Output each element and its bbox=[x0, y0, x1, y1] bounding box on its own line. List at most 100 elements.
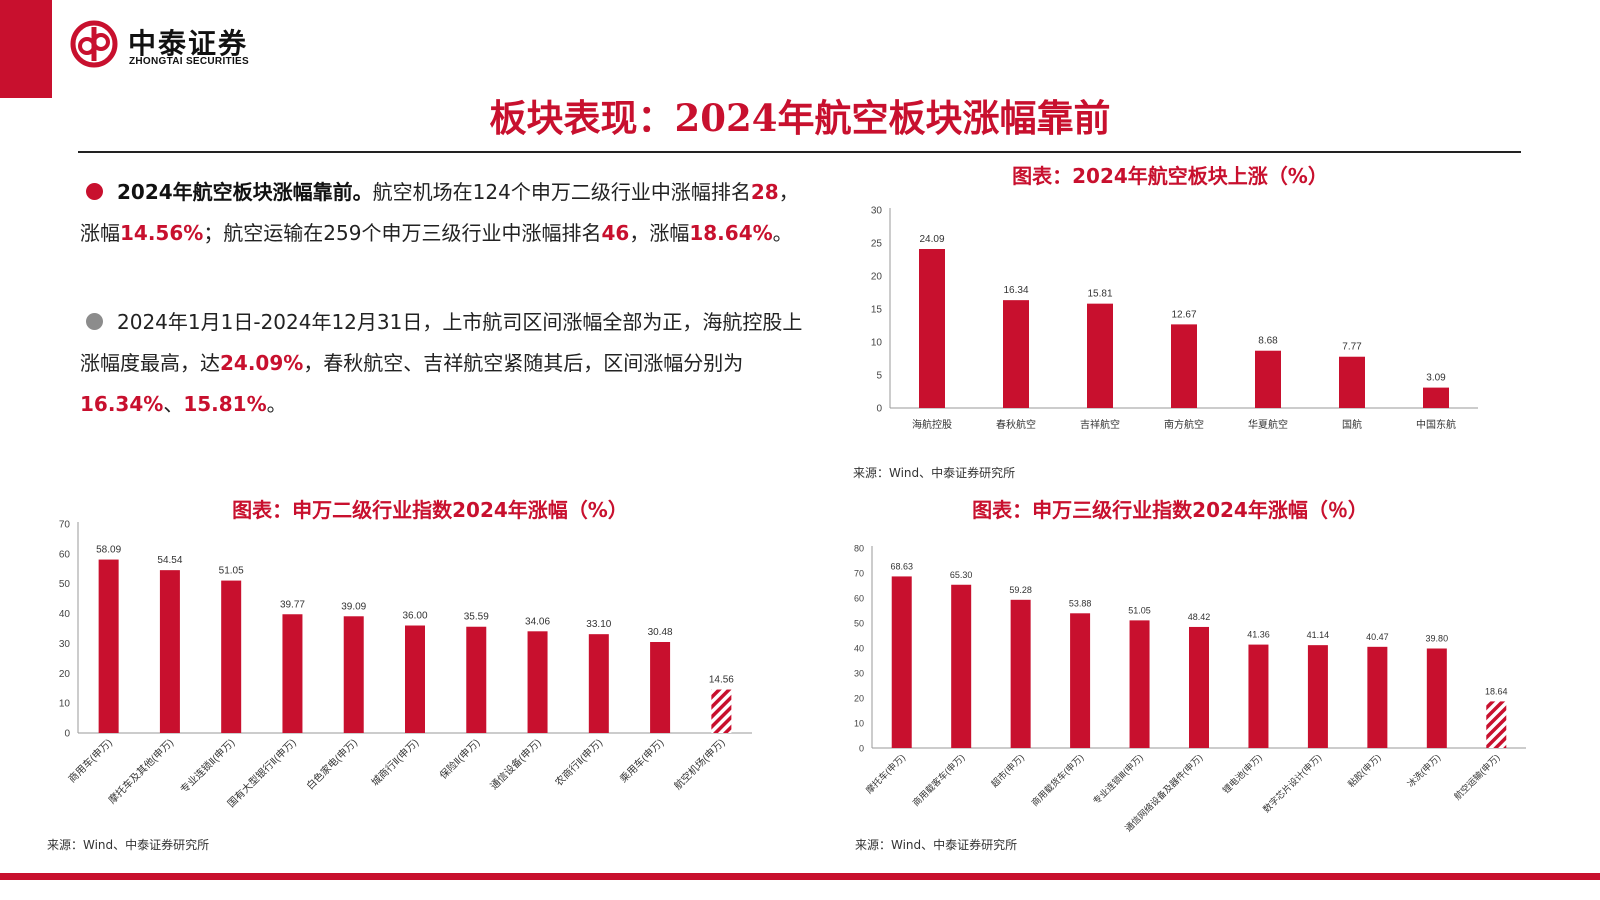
y-tick-label: 0 bbox=[64, 729, 70, 740]
y-tick-label: 30 bbox=[59, 639, 71, 650]
paragraph-text: ；航空运输在259个申万三级行业中涨幅排名 bbox=[203, 221, 602, 245]
chart-bar bbox=[98, 559, 119, 733]
chart-bar bbox=[1339, 356, 1365, 408]
category-label: 超市(申万) bbox=[989, 752, 1026, 789]
y-tick-label: 30 bbox=[871, 206, 883, 217]
page-title: 板块表现：2024年航空板块涨幅靠前 bbox=[489, 96, 1111, 140]
chart-bar bbox=[221, 580, 242, 733]
bullet-icon bbox=[86, 183, 103, 200]
y-tick-label: 40 bbox=[854, 644, 864, 654]
chart-bar bbox=[951, 584, 972, 748]
y-tick-label: 60 bbox=[59, 549, 71, 560]
data-label: 48.42 bbox=[1188, 612, 1211, 622]
chart-title-airline-gains: 图表：2024年航空板块上涨（%） bbox=[1012, 164, 1328, 188]
highlight-figure: 28 bbox=[750, 180, 779, 204]
highlight-figure: 15.81% bbox=[183, 392, 267, 416]
corner-accent bbox=[0, 0, 52, 98]
data-label: 8.68 bbox=[1258, 336, 1278, 347]
brand-name-cn: 中泰证券 bbox=[128, 27, 249, 60]
category-label: 商用载货车(申万) bbox=[1029, 752, 1086, 809]
chart-bar bbox=[1423, 387, 1449, 408]
y-tick-label: 50 bbox=[854, 619, 864, 629]
paragraph-text: ，涨幅 bbox=[629, 221, 690, 245]
category-label: 南方航空 bbox=[1164, 418, 1204, 431]
data-label: 35.59 bbox=[464, 612, 489, 623]
highlight-figure: 18.64% bbox=[689, 221, 773, 245]
chart-bar bbox=[1255, 350, 1281, 408]
brand-logo: 中泰证券 ZHONGTAI SECURITIES bbox=[70, 20, 290, 76]
chart-bar bbox=[1426, 648, 1447, 748]
highlight-figure: 46 bbox=[601, 221, 630, 245]
data-label: 36.00 bbox=[402, 611, 427, 622]
data-label: 3.09 bbox=[1426, 373, 1446, 384]
highlight-figure: 14.56% bbox=[120, 221, 204, 245]
chart-sw-level3: 0 10 20 30 40 50 60 70 80 68.63 摩托车(申万) 65.30 商用载客车(… bbox=[854, 544, 1526, 834]
chart-bar bbox=[1129, 620, 1150, 748]
chart-bar bbox=[1003, 300, 1029, 408]
paragraph-text: ，涨幅 bbox=[80, 180, 799, 245]
data-label: 30.48 bbox=[648, 627, 673, 638]
paragraph-text: 。 bbox=[266, 392, 287, 416]
category-label: 中国东航 bbox=[1416, 418, 1456, 431]
chart-bar bbox=[159, 570, 180, 733]
highlight-figure: 24.09% bbox=[220, 351, 304, 375]
y-tick-label: 30 bbox=[854, 669, 864, 679]
y-tick-label: 0 bbox=[859, 744, 864, 754]
category-label: 乘用车(申万) bbox=[617, 736, 666, 785]
y-tick-label: 5 bbox=[876, 371, 882, 382]
category-label: 海航控股 bbox=[912, 418, 952, 431]
y-tick-label: 10 bbox=[871, 338, 883, 349]
category-label: 商用车(申万) bbox=[65, 736, 114, 785]
data-label: 12.67 bbox=[1171, 309, 1196, 320]
category-label: 粘胶(申万) bbox=[1345, 752, 1382, 789]
y-tick-label: 60 bbox=[854, 594, 864, 604]
category-label: 保险Ⅱ(申万) bbox=[437, 736, 483, 782]
chart-bar bbox=[891, 576, 912, 748]
category-label: 华夏航空 bbox=[1248, 418, 1288, 431]
category-label: 商用载客车(申万) bbox=[910, 752, 967, 809]
chart-bar bbox=[466, 626, 487, 733]
chart-title-sw-level3: 图表：申万三级行业指数2024年涨幅（％） bbox=[972, 498, 1368, 522]
data-label: 39.09 bbox=[341, 601, 366, 612]
category-label: 国有大型银行Ⅱ(申万) bbox=[225, 736, 299, 810]
paragraph-text: 。 bbox=[772, 221, 793, 245]
paragraph-text: 航空机场在124个申万二级行业中涨幅排名 bbox=[372, 180, 751, 204]
category-label: 国航 bbox=[1342, 418, 1362, 431]
category-label: 吉祥航空 bbox=[1080, 418, 1120, 431]
y-tick-label: 15 bbox=[871, 305, 883, 316]
data-label: 33.10 bbox=[586, 619, 611, 630]
y-tick-label: 80 bbox=[854, 544, 864, 554]
chart-bar bbox=[1070, 613, 1091, 748]
chart-airline-gains: 0 5 10 15 20 25 30 24.09 海航控股 16.34 春秋航空 15.81 吉祥航空 1… bbox=[871, 206, 1478, 431]
data-label: 41.36 bbox=[1247, 630, 1270, 640]
data-label: 65.30 bbox=[950, 570, 973, 580]
chart-bar bbox=[343, 616, 364, 733]
data-label: 41.14 bbox=[1307, 630, 1330, 640]
chart-bar bbox=[1367, 646, 1388, 748]
category-label: 航空运输(申万) bbox=[1451, 752, 1501, 802]
highlight-figure: 16.34% bbox=[80, 392, 164, 416]
data-label: 58.09 bbox=[96, 545, 121, 556]
category-label: 数字芯片设计(申万) bbox=[1260, 752, 1323, 815]
chart-bar bbox=[527, 631, 548, 733]
chart-bar bbox=[1307, 645, 1328, 748]
y-tick-label: 50 bbox=[59, 579, 71, 590]
chart-bar bbox=[1486, 701, 1507, 748]
y-tick-label: 10 bbox=[59, 699, 71, 710]
chart-bar bbox=[1010, 599, 1031, 748]
chart-bar bbox=[919, 249, 945, 408]
brand-name-en: ZHONGTAI SECURITIES bbox=[129, 56, 249, 67]
title-divider bbox=[78, 151, 1521, 153]
y-tick-label: 0 bbox=[876, 404, 882, 415]
data-label: 16.34 bbox=[1003, 285, 1028, 296]
y-tick-label: 70 bbox=[854, 569, 864, 579]
y-tick-label: 40 bbox=[59, 609, 71, 620]
y-tick-label: 10 bbox=[854, 719, 864, 729]
y-tick-label: 25 bbox=[871, 239, 883, 250]
data-label: 68.63 bbox=[890, 561, 913, 571]
data-label: 24.09 bbox=[919, 234, 944, 245]
category-label: 摩托车及其他(申万) bbox=[106, 736, 176, 806]
category-label: 白色家电(申万) bbox=[304, 736, 360, 792]
data-label: 18.64 bbox=[1485, 686, 1508, 696]
data-label: 34.06 bbox=[525, 616, 550, 627]
